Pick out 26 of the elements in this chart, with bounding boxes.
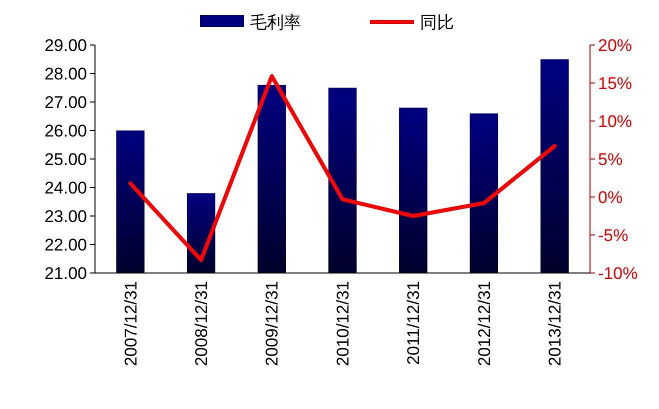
x-tick-label: 2013/12/31 [546, 281, 565, 366]
y-tick-label: 28.00 [44, 64, 87, 84]
y2-tick-label: 15% [598, 74, 632, 93]
y2-tick-label: 5% [598, 150, 623, 169]
y2-tick-label: -10% [598, 264, 638, 283]
x-tick-label: 2011/12/31 [404, 281, 424, 365]
y-tick-label: 26.00 [44, 121, 87, 140]
y-tick-label: 27.00 [44, 92, 87, 112]
y-tick-label: 21.00 [44, 264, 87, 283]
y-tick-label: 29.00 [44, 36, 87, 55]
y-tick-label: 22.00 [44, 235, 87, 254]
y-tick-label: 23.00 [44, 206, 87, 226]
x-tick-label: 2009/12/31 [262, 281, 282, 366]
y2-tick-label: -5% [598, 226, 628, 245]
y-tick-label: 25.00 [44, 150, 87, 169]
legend-label: 毛利率 [250, 12, 301, 32]
x-tick-label: 2010/12/31 [333, 281, 352, 366]
y2-tick-label: 0% [598, 188, 623, 207]
y2-tick-label: 20% [598, 36, 632, 55]
y-tick-label: 24.00 [44, 178, 87, 198]
legend-label: 同比 [420, 12, 454, 32]
x-tick-label: 2007/12/31 [121, 281, 140, 366]
y2-tick-label: 10% [598, 112, 632, 131]
line-series [128, 74, 557, 262]
x-tick-label: 2008/12/31 [192, 281, 212, 366]
x-tick-label: 2012/12/31 [474, 281, 494, 366]
